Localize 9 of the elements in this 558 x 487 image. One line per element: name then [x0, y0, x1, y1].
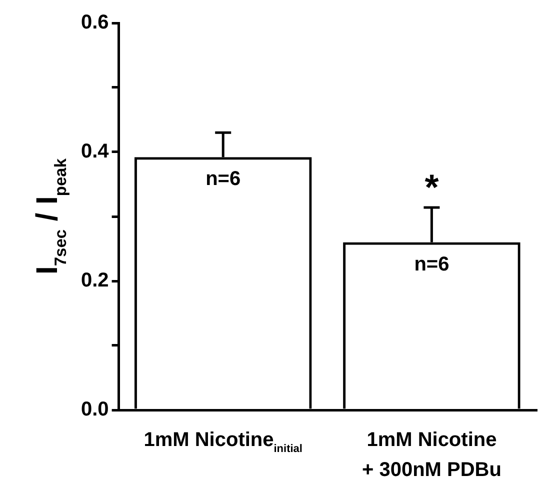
- annotation: *: [424, 166, 439, 208]
- annotation: n=6: [414, 253, 450, 276]
- y-axis-title: I7sec / Ipeak: [30, 158, 70, 274]
- annotation: n=6: [206, 168, 241, 190]
- x-tick-label: 1mM Nicotine + 300nM PDBu: [362, 429, 502, 481]
- y-tick-label: 0.6: [80, 12, 109, 34]
- y-tick-label: 0.0: [80, 398, 109, 421]
- y-tick-label: 0.2: [80, 270, 109, 292]
- y-tick-label: 0.4: [80, 140, 110, 163]
